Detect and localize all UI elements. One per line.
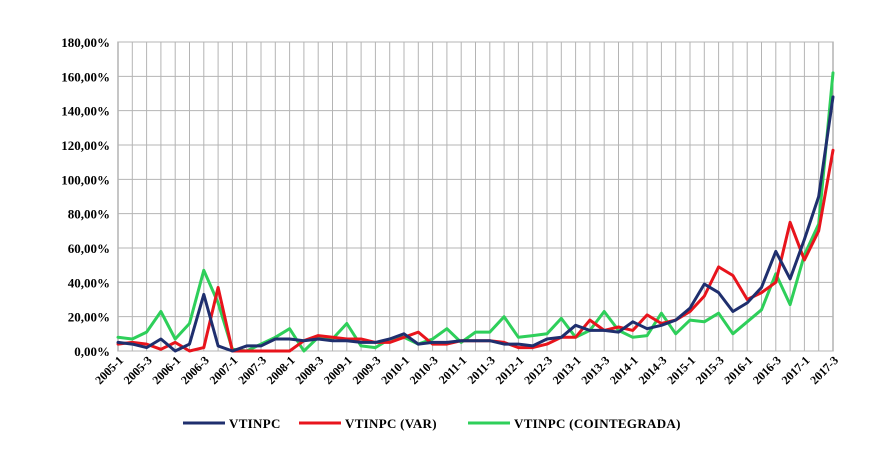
- x-tick-label: 2010-1: [378, 353, 412, 387]
- legend: VTINPC VTINPC (VAR) VTINPC (COINTEGRADA): [183, 416, 681, 431]
- x-tick-label: 2006-3: [178, 353, 212, 387]
- legend-label: VTINPC: [229, 416, 281, 431]
- y-tick-label: 100,00%: [61, 172, 110, 187]
- x-tick-label: 2012-3: [521, 353, 555, 387]
- y-tick-label: 180,00%: [61, 35, 110, 50]
- y-tick-label: 160,00%: [61, 69, 110, 84]
- x-tick-label: 2009-1: [321, 353, 355, 387]
- x-tick-label: 2007-1: [207, 353, 241, 387]
- y-tick-label: 0,00%: [74, 344, 110, 359]
- x-tick-label: 2011-3: [464, 353, 497, 386]
- x-tick-label: 2008-3: [292, 353, 326, 387]
- x-tick-label: 2011-1: [436, 353, 469, 386]
- y-tick-label: 80,00%: [68, 207, 110, 222]
- series-lines: [116, 71, 835, 353]
- x-tick-label: 2013-1: [550, 353, 584, 387]
- x-tick-label: 2008-1: [264, 353, 298, 387]
- y-axis-labels: 0,00% 20,00% 40,00% 60,00% 80,00% 100,00% 120,…: [61, 35, 110, 359]
- plot-area: [117, 41, 834, 352]
- y-tick-label: 60,00%: [68, 241, 110, 256]
- x-axis-labels: 2005-12005-32006-12006-32007-12007-32008…: [92, 353, 841, 387]
- y-tick-label: 40,00%: [68, 275, 110, 290]
- series-line-0: [116, 95, 835, 353]
- x-tick-label: 2007-3: [235, 353, 269, 387]
- x-tick-label: 2014-3: [636, 353, 670, 387]
- x-tick-label: 2017-1: [779, 353, 813, 387]
- y-tick-label: 20,00%: [68, 310, 110, 325]
- x-tick-label: 2009-3: [350, 353, 384, 387]
- y-tick-label: 120,00%: [61, 138, 110, 153]
- x-tick-label: 2012-1: [493, 353, 527, 387]
- y-tick-label: 140,00%: [61, 104, 110, 119]
- x-tick-label: 2013-3: [578, 353, 612, 387]
- x-tick-label: 2016-3: [750, 353, 784, 387]
- x-tick-label: 2014-1: [607, 353, 641, 387]
- x-tick-label: 2016-1: [721, 353, 755, 387]
- x-tick-label: 2015-3: [693, 353, 727, 387]
- legend-label: VTINPC (VAR): [345, 416, 437, 431]
- x-tick-label: 2017-3: [807, 353, 841, 387]
- x-tick-label: 2010-3: [407, 353, 441, 387]
- x-tick-label: 2005-3: [121, 353, 155, 387]
- legend-label: VTINPC (COINTEGRADA): [514, 416, 681, 431]
- x-tick-label: 2006-1: [149, 353, 183, 387]
- x-tick-label: 2015-1: [664, 353, 698, 387]
